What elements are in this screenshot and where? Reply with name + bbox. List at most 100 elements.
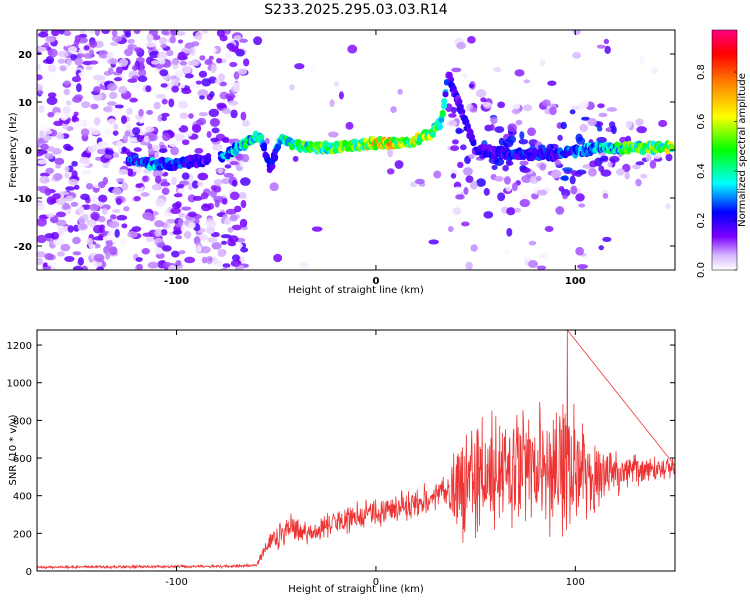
spectrogram-ridge-blob <box>668 143 675 151</box>
spectrogram-noise-blob <box>211 242 222 250</box>
spectrogram-noise-blob <box>390 106 397 114</box>
spectrogram-noise-blob <box>177 39 184 44</box>
spectrogram-noise-blob <box>597 103 605 109</box>
spectrogram-noise-blob <box>77 222 88 231</box>
spectrogram-noise-blob <box>44 187 52 196</box>
spectrogram-noise-blob <box>547 80 557 86</box>
spectrogram-noise-blob <box>539 163 546 171</box>
spectrogram-ridge-blob <box>464 122 471 129</box>
spectrogram-noise-blob <box>52 193 61 200</box>
spectrogram-noise-blob <box>538 253 548 259</box>
spectrogram-noise-blob <box>536 189 548 196</box>
spec-xtick-label: -100 <box>164 276 189 287</box>
spectrogram-noise-blob <box>105 149 115 156</box>
spectrogram-noise-blob <box>625 120 633 129</box>
spectrogram-noise-blob <box>133 195 141 202</box>
spectrogram-noise-blob <box>588 167 597 177</box>
spectrogram-noise-blob <box>494 126 505 133</box>
spectrogram-noise-blob <box>113 123 119 130</box>
spectrogram-noise-blob <box>177 100 189 109</box>
spectrogram-noise-blob <box>114 228 120 238</box>
spectrogram-noise-blob <box>410 181 418 188</box>
spectrogram-noise-blob <box>135 183 143 189</box>
spectrogram-noise-blob <box>229 191 240 201</box>
spectrogram-noise-blob <box>531 192 539 200</box>
spectrogram-noise-blob <box>461 73 468 79</box>
spectrogram-noise-blob <box>448 113 457 118</box>
spectrogram-noise-blob <box>115 108 121 115</box>
spectrogram-noise-blob <box>127 38 135 44</box>
spectrogram-noise-blob <box>55 164 62 169</box>
spectrogram-noise-blob <box>161 116 168 122</box>
spectrogram-noise-blob <box>142 211 153 220</box>
spectrogram-noise-blob <box>158 36 168 45</box>
spectrogram-noise-blob <box>494 175 504 182</box>
spectrogram-noise-blob <box>101 30 110 35</box>
spectrogram-noise-blob <box>80 193 90 201</box>
spectrogram-noise-blob <box>50 231 60 240</box>
colorbar-tick-label: 0.4 <box>696 163 707 179</box>
spectrogram-noise-blob <box>105 239 113 248</box>
spectrogram-noise-blob <box>101 207 108 215</box>
spectrogram-noise-blob <box>338 91 344 100</box>
spectrogram-noise-blob <box>88 218 96 228</box>
spectrogram-noise-blob <box>145 126 155 132</box>
spectrogram-noise-blob <box>80 128 90 137</box>
spectrogram-noise-blob <box>64 166 70 172</box>
spectrogram-noise-blob <box>511 182 518 192</box>
spectrogram-ridge-blob <box>448 76 455 83</box>
spectrogram-noise-blob <box>212 144 223 151</box>
spectrogram-noise-blob <box>127 44 134 51</box>
spectrogram-noise-blob <box>154 246 164 255</box>
spectrogram-noise-blob <box>41 126 52 132</box>
spectrogram-noise-blob <box>65 186 76 191</box>
spectrogram-noise-blob <box>197 172 209 181</box>
spectrogram-noise-blob <box>201 30 209 34</box>
spectrogram-noise-blob <box>222 137 230 143</box>
spectrogram-noise-blob <box>519 160 529 166</box>
spectrogram-noise-blob <box>90 211 100 221</box>
spectrogram-noise-blob <box>460 144 467 151</box>
spectrogram-noise-blob <box>206 131 212 139</box>
spectrogram-noise-blob <box>428 239 439 245</box>
spectrogram-noise-blob <box>174 122 182 129</box>
spectrogram-noise-blob <box>65 208 72 215</box>
spectrogram-noise-blob <box>47 111 55 118</box>
spectrogram-ridge-blob <box>459 108 466 115</box>
spectrogram-noise-blob <box>83 53 94 59</box>
spectrogram-noise-blob <box>127 78 138 83</box>
spectrogram-noise-blob <box>71 170 78 179</box>
spectrogram-noise-blob <box>213 178 223 187</box>
spectrogram-noise-blob <box>150 115 157 120</box>
spectrogram-noise-blob <box>289 84 295 91</box>
spectrogram-noise-blob <box>467 36 476 44</box>
spectrogram-noise-blob <box>64 195 74 202</box>
spectrogram-noise-blob <box>579 123 588 132</box>
spectrogram-ridge-blob <box>469 133 476 140</box>
spectrogram-noise-blob <box>600 155 609 162</box>
spectrogram-noise-blob <box>57 58 66 64</box>
spectrogram-noise-blob <box>113 77 123 82</box>
spectrogram-noise-blob <box>205 220 217 228</box>
spectrogram-noise-blob <box>527 127 536 136</box>
spectrogram-noise-blob <box>72 96 83 103</box>
spectrogram-noise-blob <box>183 48 193 54</box>
spectrogram-noise-blob <box>45 37 56 43</box>
spectrogram-noise-blob <box>214 78 222 85</box>
spectrogram-noise-blob <box>133 240 140 248</box>
spectrogram-noise-blob <box>192 195 203 201</box>
spectrogram-noise-blob <box>86 238 94 247</box>
spectrogram-noise-blob <box>89 60 99 65</box>
spectrogram-noise-blob <box>209 117 220 127</box>
spectrogram-noise-blob <box>63 30 72 37</box>
spectrogram-noise-blob <box>45 167 55 174</box>
spectrogram-noise-blob <box>115 177 125 183</box>
spectrogram-noise-blob <box>528 240 537 246</box>
spectrogram-noise-blob <box>109 246 118 256</box>
spectrogram-ridge-blob <box>272 153 279 162</box>
spectrogram-noise-blob <box>171 57 180 66</box>
spectrogram-noise-blob <box>521 175 533 183</box>
spectrogram-noise-blob <box>116 197 122 206</box>
spectrogram-noise-blob <box>98 49 109 59</box>
